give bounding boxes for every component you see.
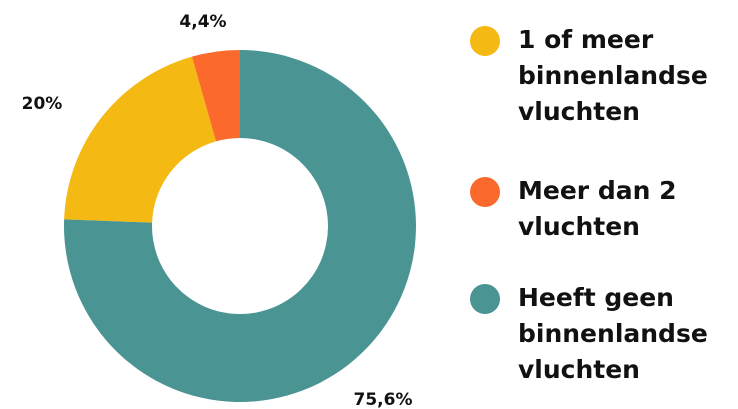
donut-slice (64, 56, 216, 223)
slice-label: 4,4% (179, 12, 226, 32)
donut-slice (64, 50, 417, 403)
slice-label: 75,6% (354, 390, 413, 409)
legend-item: Meer dan 2 vluchten (470, 173, 736, 245)
legend-label: 1 of meer binnenlandse vluchten (518, 25, 708, 126)
donut-slice (191, 50, 240, 142)
legend-label: Heeft geen binnenlandse vluchten (518, 283, 708, 384)
legend-item: Heeft geen binnenlandse vluchten (470, 280, 736, 388)
legend-label: Meer dan 2 vluchten (518, 176, 677, 241)
slice-label: 20% (22, 94, 63, 114)
legend-item: 1 of meer binnenlandse vluchten (470, 22, 736, 130)
legend-swatch (470, 26, 500, 56)
legend-swatch (470, 284, 500, 314)
legend-swatch (470, 177, 500, 207)
